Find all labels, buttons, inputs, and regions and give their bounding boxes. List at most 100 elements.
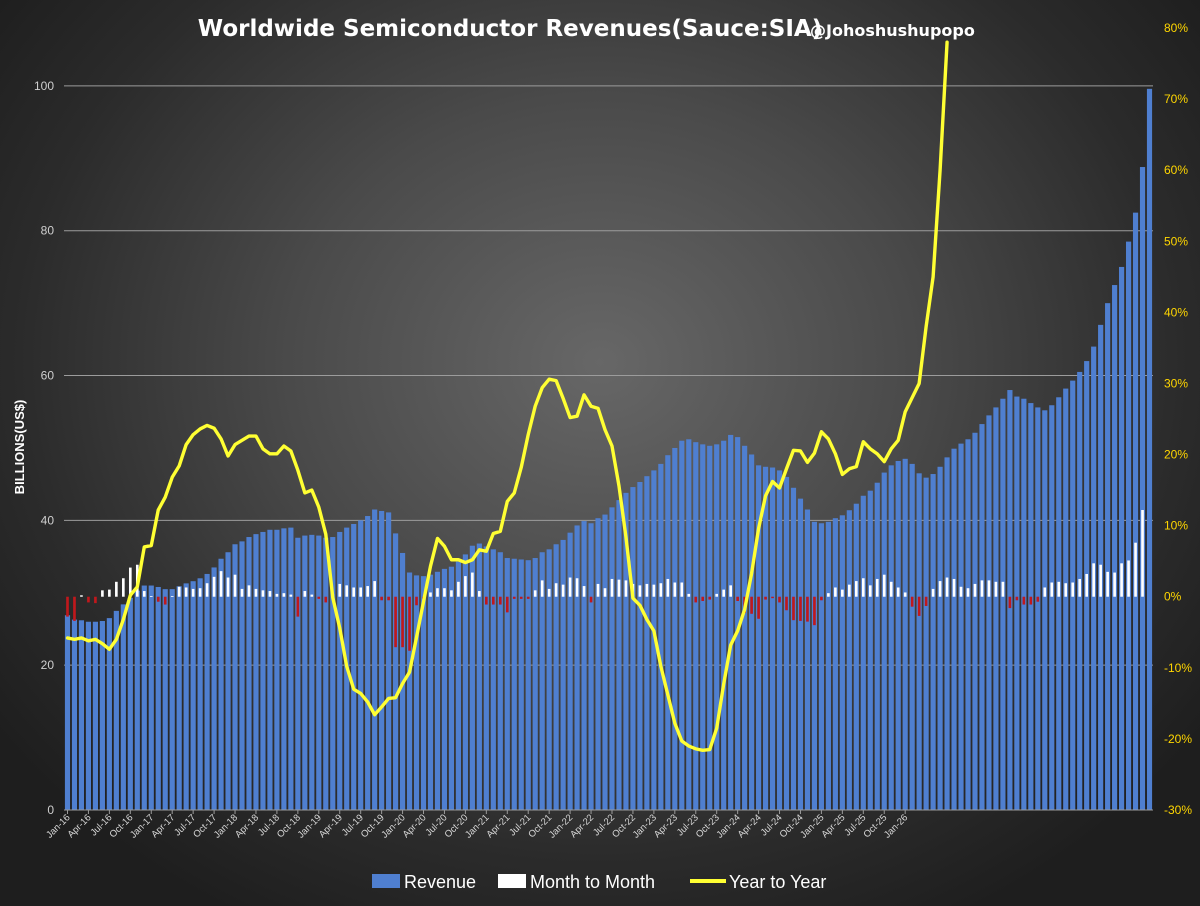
revenue-bar [735,437,741,810]
chart-subtitle: @Johoshushupopo [810,21,975,40]
month-to-month-bar [108,589,111,597]
month-to-month-bar [771,596,774,599]
revenue-bar [630,487,636,810]
revenue-bar [1028,403,1034,810]
month-to-month-bar [813,596,816,626]
month-to-month-bar [624,580,628,597]
month-to-month-bar [156,596,160,602]
month-to-month-bar [233,574,237,597]
revenue-bar [511,558,517,810]
revenue-bar [406,572,413,810]
month-to-month-bar [87,596,90,603]
revenue-bar [246,537,252,810]
month-to-month-bar [799,596,802,621]
revenue-bar [1042,410,1048,810]
revenue-bar [490,549,496,810]
month-to-month-bar [889,581,893,597]
month-to-month-bar [464,576,467,597]
month-to-month-bar [952,578,956,597]
month-to-month-bar [184,587,188,597]
left-axis-ticks: 0 20 40 60 80 100 [34,79,54,817]
revenue-bar [923,477,929,810]
revenue-bar [92,621,98,810]
month-to-month-bar [443,588,446,597]
month-to-month-bar [1043,587,1047,597]
month-to-month-bar [910,596,914,607]
revenue-bar [504,558,510,810]
month-to-month-bar [722,589,726,597]
gridlines [64,85,1153,666]
month-to-month-bar [924,596,928,606]
month-to-month-bar [401,596,404,648]
month-to-month-bar [526,596,530,599]
month-to-month-bar [757,596,760,619]
month-to-month-bar [917,596,921,616]
revenue-bar [930,474,936,810]
revenue-bar [616,500,622,810]
revenue-bar [1132,212,1139,810]
revenue-bar [455,561,461,810]
revenue-bar [979,424,985,810]
revenue-bar [944,457,950,810]
month-to-month-bar [317,596,321,599]
revenue-bar [211,567,217,810]
month-to-month-bar [457,581,460,597]
revenue-bar [476,543,482,810]
revenue-bar [518,559,524,810]
month-to-month-bar [1015,596,1019,601]
revenue-bar [965,439,971,810]
revenue-bar [351,523,357,810]
revenue-bar [853,503,859,810]
month-to-month-bar [533,590,537,597]
revenue-bar [274,529,280,810]
y-tick-label: 80 [41,224,55,238]
revenue-bar [595,518,601,810]
y2-tick-label: 80% [1164,21,1188,35]
month-to-month-bar [373,581,376,597]
month-to-month-bar [498,596,502,605]
revenue-bar [888,465,894,810]
month-to-month-bar [261,590,265,597]
revenue-bar [539,552,545,810]
month-to-month-bar [359,587,363,597]
month-to-month-bar [687,593,691,597]
month-to-month-bar [1050,582,1054,597]
revenue-bar [623,492,629,810]
month-to-month-bar [352,587,356,597]
month-to-month-bar [882,574,886,597]
month-to-month-bar [980,580,984,597]
month-to-month-bar [861,578,865,597]
x-tick-label: Apr-16 [66,812,94,840]
month-to-month-bar [785,596,788,611]
x-tick-label: Apr-22 [568,812,596,840]
revenue-bar [714,444,720,810]
month-to-month-bar [415,596,418,606]
revenue-bar [1119,266,1125,810]
revenue-bar [609,507,615,810]
revenue-bar [113,610,119,810]
revenue-bar [1000,398,1006,810]
y-tick-label: 20 [41,658,55,672]
revenue-bar [1056,397,1062,810]
month-to-month-bar [101,590,104,597]
revenue-bar [986,415,992,810]
month-to-month-bar [122,578,125,597]
y-axis-label: BILLIONS(US$) [12,400,27,495]
year-to-year-line [65,40,949,752]
month-to-month-bar [764,596,767,600]
month-to-month-bar [750,596,753,614]
revenue-bar [462,554,468,810]
month-to-month-bar [1120,563,1123,597]
month-to-month-bar [1001,581,1005,597]
x-tick-label: Apr-25 [820,812,848,840]
revenue-bar [225,552,231,810]
month-to-month-bar [247,585,251,597]
month-to-month-bar [471,572,474,597]
month-to-month-bar [959,586,963,597]
month-to-month-bar [1113,572,1116,597]
month-to-month-bar [80,595,83,597]
revenue-bar [78,620,85,810]
month-to-month-bar [1071,582,1075,597]
month-to-month-bar [310,594,314,597]
y2-tick-label: 50% [1164,234,1188,248]
